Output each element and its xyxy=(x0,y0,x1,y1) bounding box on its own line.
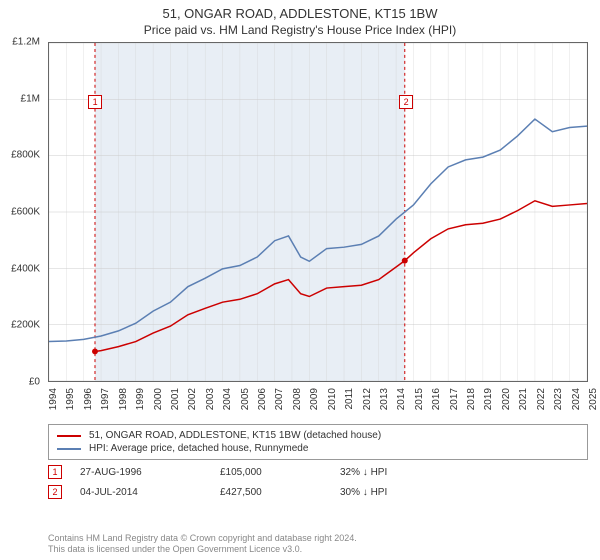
legend-swatch xyxy=(57,448,81,450)
x-tick-label: 2000 xyxy=(153,388,164,410)
x-tick-label: 1996 xyxy=(83,388,94,410)
legend: 51, ONGAR ROAD, ADDLESTONE, KT15 1BW (de… xyxy=(48,424,588,460)
y-tick-label: £600K xyxy=(11,207,40,218)
x-tick-label: 2021 xyxy=(518,388,529,410)
legend-label: HPI: Average price, detached house, Runn… xyxy=(89,443,308,454)
marker-price: £427,500 xyxy=(220,487,340,498)
marker-pct: 30% ↓ HPI xyxy=(340,487,460,498)
x-tick-label: 2010 xyxy=(327,388,338,410)
footer-attribution: Contains HM Land Registry data © Crown c… xyxy=(48,533,588,556)
sale-marker-chip: 1 xyxy=(88,95,102,109)
y-tick-label: £0 xyxy=(29,377,40,388)
x-tick-label: 1999 xyxy=(135,388,146,410)
x-tick-label: 2018 xyxy=(466,388,477,410)
x-tick-label: 2016 xyxy=(431,388,442,410)
y-axis-labels: £0£200K£400K£600K£800K£1M£1.2M xyxy=(0,42,44,382)
y-tick-label: £400K xyxy=(11,263,40,274)
marker-price: £105,000 xyxy=(220,467,340,478)
chart-subtitle: Price paid vs. HM Land Registry's House … xyxy=(0,21,600,37)
y-tick-label: £1.2M xyxy=(12,37,40,48)
x-tick-label: 1995 xyxy=(65,388,76,410)
marker-date: 27-AUG-1996 xyxy=(80,467,220,478)
sale-marker-chip: 2 xyxy=(399,95,413,109)
x-tick-label: 2003 xyxy=(205,388,216,410)
x-tick-label: 2022 xyxy=(536,388,547,410)
x-tick-label: 2013 xyxy=(379,388,390,410)
x-tick-label: 2024 xyxy=(571,388,582,410)
legend-row: HPI: Average price, detached house, Runn… xyxy=(57,442,579,455)
x-axis-labels: 1994 1995 1996 1997 1998 1999 2000 2001 2002 2003… xyxy=(48,384,588,424)
x-tick-label: 1997 xyxy=(100,388,111,410)
marker-badge: 2 xyxy=(48,485,62,499)
legend-swatch xyxy=(57,435,81,437)
x-tick-label: 2008 xyxy=(292,388,303,410)
sale-markers-table: 1 27-AUG-1996£105,00032% ↓ HPI 2 04-JUL-201… xyxy=(48,462,588,502)
x-tick-label: 2011 xyxy=(344,388,355,410)
marker-date: 04-JUL-2014 xyxy=(80,487,220,498)
y-tick-label: £800K xyxy=(11,150,40,161)
x-tick-label: 2007 xyxy=(274,388,285,410)
x-tick-label: 2004 xyxy=(222,388,233,410)
marker-badge: 1 xyxy=(48,465,62,479)
x-tick-label: 2012 xyxy=(362,388,373,410)
y-tick-label: £200K xyxy=(11,320,40,331)
x-tick-label: 2025 xyxy=(588,388,599,410)
x-tick-label: 1998 xyxy=(118,388,129,410)
marker-table-row: 1 27-AUG-1996£105,00032% ↓ HPI xyxy=(48,462,588,482)
chart-title: 51, ONGAR ROAD, ADDLESTONE, KT15 1BW xyxy=(0,0,600,21)
x-tick-label: 2001 xyxy=(170,388,181,410)
x-tick-label: 2015 xyxy=(414,388,425,410)
y-tick-label: £1M xyxy=(21,93,40,104)
marker-table-row: 2 04-JUL-2014£427,50030% ↓ HPI xyxy=(48,482,588,502)
chart-svg xyxy=(49,43,587,381)
chart-plot-area: 12 xyxy=(48,42,588,382)
x-tick-label: 1994 xyxy=(48,388,59,410)
x-tick-label: 2019 xyxy=(483,388,494,410)
x-tick-label: 2023 xyxy=(553,388,564,410)
footer-line2: This data is licensed under the Open Gov… xyxy=(48,544,588,556)
x-tick-label: 2002 xyxy=(187,388,198,410)
x-tick-label: 2020 xyxy=(501,388,512,410)
x-tick-label: 2009 xyxy=(309,388,320,410)
footer-line1: Contains HM Land Registry data © Crown c… xyxy=(48,533,588,545)
x-tick-label: 2006 xyxy=(257,388,268,410)
marker-pct: 32% ↓ HPI xyxy=(340,467,460,478)
x-tick-label: 2005 xyxy=(240,388,251,410)
x-tick-label: 2017 xyxy=(449,388,460,410)
x-tick-label: 2014 xyxy=(396,388,407,410)
legend-row: 51, ONGAR ROAD, ADDLESTONE, KT15 1BW (de… xyxy=(57,429,579,442)
legend-label: 51, ONGAR ROAD, ADDLESTONE, KT15 1BW (de… xyxy=(89,430,381,441)
